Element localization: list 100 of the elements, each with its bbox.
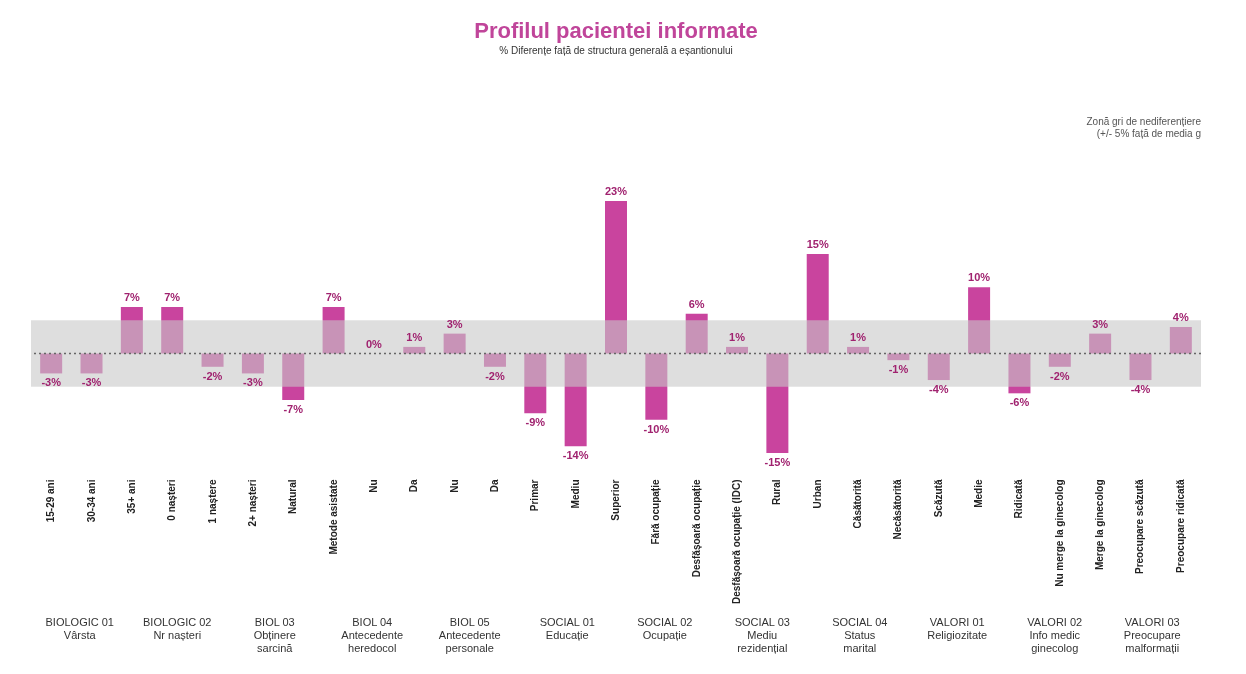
bar [282,353,305,400]
data-label: -7% [283,402,304,415]
bar [968,287,991,354]
bar [1169,327,1192,354]
data-label: 0% [365,337,383,350]
bar [685,313,708,354]
bar [161,307,184,354]
x-tick-label: Scăzută [932,479,944,518]
x-tick-label: 1 naștere [206,479,218,524]
x-tick-label: Urban [811,479,823,509]
bar [403,346,426,354]
data-label: -4% [1130,383,1151,396]
x-tick-label: Nu [448,479,460,493]
x-tick-label: Mediu [569,479,581,509]
text: BIOLOGIC 02 Nr nașteri [143,616,212,641]
data-label: -2% [485,369,505,382]
x-tick-label: Nu merge la ginecolog [1053,479,1065,587]
bar [887,353,910,361]
data-label: -2% [202,369,223,382]
data-label: -10% [643,422,670,435]
data-label: -4% [928,383,949,396]
data-label: 10% [968,271,991,284]
data-label: 7% [164,291,181,304]
bar [322,307,345,354]
bar [1129,353,1152,381]
chart-subtitle: % Diferențe față de structura generală a eșantionului [499,45,733,56]
text: Zonă gri de nediferențiere (+/- 5% față de media g [1086,116,1202,139]
data-label: -2% [1050,369,1070,382]
data-label: -15% [764,456,791,468]
data-label: 7% [325,291,342,304]
x-tick-label: Ridicată [1013,479,1025,519]
text: BIOL 03 Obținere sarcină [253,616,296,654]
data-label: -3% [243,376,263,389]
bar [1008,353,1031,394]
bar [726,346,749,354]
x-tick-label: Medie [973,479,985,508]
data-label: 4% [1172,311,1189,323]
text: VALORI 03 Preocupare malformații [1123,616,1181,654]
bar [1089,333,1112,354]
bar [1048,353,1071,367]
text: SOCIAL 03 Mediu rezidențial [734,616,790,654]
x-tick-label: Natural [287,479,299,514]
x-tick-label: 30-34 ani [85,479,97,523]
data-label: 23% [604,185,628,197]
bar [564,353,587,447]
bar [443,333,466,354]
data-label: 6% [688,297,705,310]
text: SOCIAL 04 Status marital [832,616,888,654]
data-label: -3% [41,376,62,389]
x-tick-label: Desfășoară ocupație [690,479,702,578]
data-label: 1% [850,330,867,343]
data-label: -6% [1009,396,1030,409]
bar [605,201,627,354]
bar [847,346,870,354]
x-tick-label: 35+ ani [125,479,137,514]
bar [524,353,547,414]
text: SOCIAL 01 Educație [539,616,595,641]
bar [645,353,668,420]
data-label: 7% [123,291,141,304]
x-tick-label: Preocupare ridicată [1174,479,1186,573]
x-tick-label: Da [408,479,420,493]
text: VALORI 01 Religiozitate [927,616,988,641]
x-tick-label: Superior [610,479,621,521]
text: VALORI 02 Info medic ginecolog [1027,616,1083,654]
chart-title: Profilul pacientei informate [474,18,758,43]
data-label: -9% [525,416,546,429]
data-label: 15% [806,238,829,251]
bar [806,254,829,354]
data-label: -14% [562,449,589,462]
x-tick-label: Da [488,479,500,493]
data-label: -1% [888,363,909,376]
text: BIOL 05 Antecedente personale [438,616,501,654]
x-tick-label: Preocupare scăzută [1134,479,1146,574]
bar [40,353,63,374]
text: BIOL 04 Antecedente heredocol [341,616,404,654]
x-tick-label: Nu [367,479,379,493]
bar [927,353,950,381]
x-tick-label: Merge la ginecolog [1094,479,1106,571]
x-tick-label: Primar [529,479,541,512]
data-label: 3% [446,317,463,330]
x-tick-label: Fără ocupație [650,479,662,545]
bar [241,353,264,374]
x-tick-label: 15-29 ani [45,479,57,523]
text: SOCIAL 02 Ocupație [637,616,693,641]
x-tick-label: Metode asistate [327,479,339,555]
text: BIOLOGIC 01 Vârsta [45,616,114,641]
bar [766,353,789,453]
data-label: -3% [81,376,102,389]
x-tick-label: 0 nașteri [166,479,178,521]
data-label: 1% [729,330,746,343]
x-tick-label: Desfășoară ocupație (IDC) [731,479,743,604]
bar [80,353,103,374]
bar [201,353,224,367]
bar [483,353,506,367]
x-tick-label: 2+ nașteri [246,479,258,527]
bar [120,307,143,354]
x-tick-label: Necăsătorită [892,479,904,540]
x-tick-label: Rural [771,479,783,506]
x-tick-label: Căsătorită [852,479,864,529]
data-label: 3% [1092,317,1109,330]
